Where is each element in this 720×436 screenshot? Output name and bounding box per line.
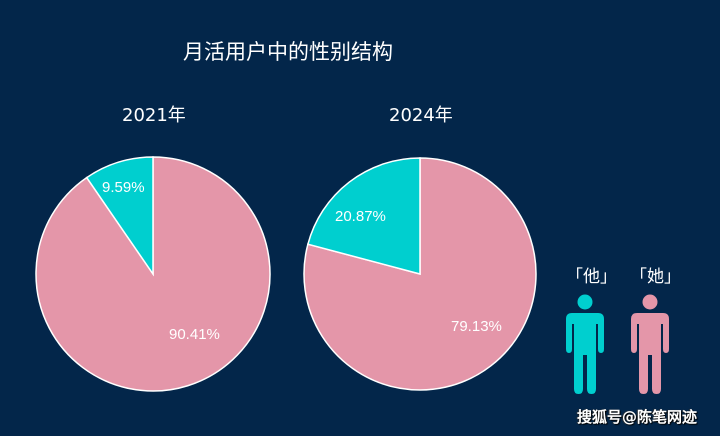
pie-2021: 9.59% 90.41% [35,156,271,392]
female-person-icon [631,294,669,394]
pie-2024-male-label: 20.87% [335,208,386,225]
male-person-icon [566,294,604,394]
pie-2021-female-label: 90.41% [169,326,220,343]
pie-2024-female-label: 79.13% [451,318,502,335]
watermark: 搜狐号@陈笔网迹 [577,408,698,426]
legend-male-label: 「他」 [566,267,617,287]
pie-2024: 20.87% 79.13% [303,157,537,391]
pie-2024-title: 2024年 [389,105,453,126]
pie-2021-male-label: 9.59% [102,179,145,196]
legend-female-label: 「她」 [630,267,681,287]
pie-2021-male-slice [85,156,154,277]
pie-2024-male-slice [306,157,421,275]
pie-2021-title: 2021年 [122,105,186,126]
chart-title: 月活用户中的性别结构 [183,40,393,64]
